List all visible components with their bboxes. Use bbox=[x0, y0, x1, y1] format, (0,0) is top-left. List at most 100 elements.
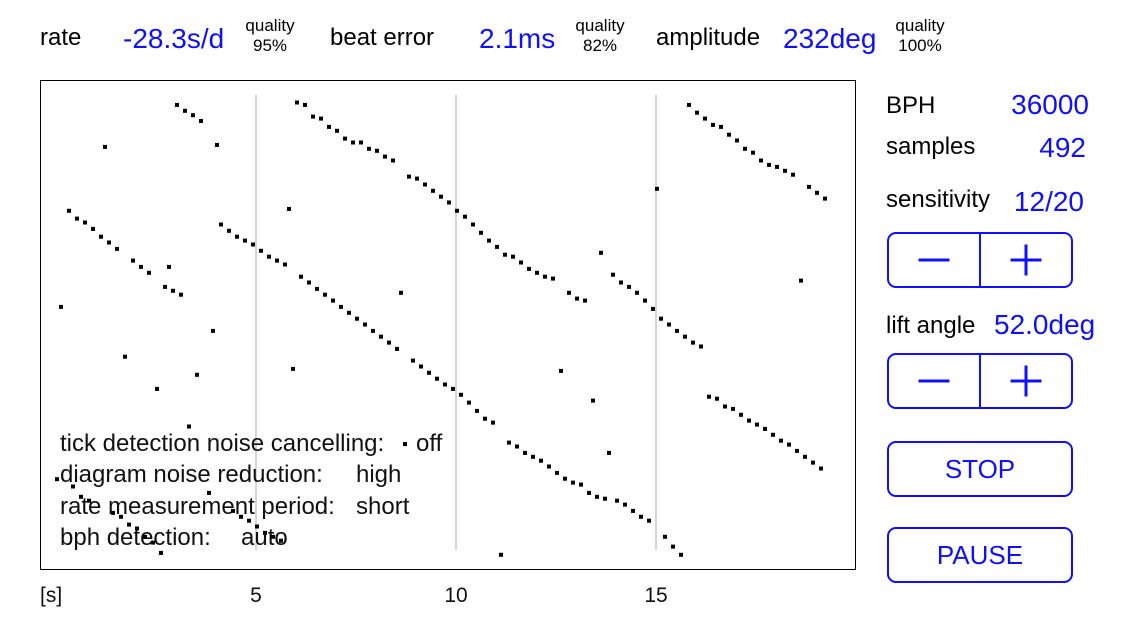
data-point bbox=[399, 290, 403, 295]
stop-button[interactable]: STOP bbox=[887, 441, 1073, 497]
data-point bbox=[483, 416, 487, 421]
data-point bbox=[787, 442, 791, 447]
data-point bbox=[659, 316, 663, 321]
data-point bbox=[759, 158, 763, 163]
data-points-layer bbox=[55, 100, 827, 557]
data-point bbox=[747, 418, 751, 423]
data-point bbox=[255, 524, 259, 529]
data-point bbox=[491, 420, 495, 425]
data-point bbox=[671, 544, 675, 549]
lift-angle-value: 52.0deg bbox=[994, 309, 1096, 340]
data-point bbox=[803, 454, 807, 459]
amplitude-value: 232deg bbox=[783, 23, 877, 54]
data-point bbox=[415, 176, 419, 181]
data-point bbox=[107, 240, 111, 245]
data-point bbox=[711, 122, 715, 127]
data-point bbox=[683, 334, 687, 339]
bph-value: 36000 bbox=[1011, 89, 1089, 120]
lift-angle-decrease-button[interactable] bbox=[889, 355, 979, 407]
data-point bbox=[807, 184, 811, 189]
data-point bbox=[431, 188, 435, 193]
data-point bbox=[167, 264, 171, 269]
data-point bbox=[67, 208, 71, 213]
data-point bbox=[503, 252, 507, 257]
plus-icon bbox=[1010, 365, 1042, 397]
data-point bbox=[395, 346, 399, 351]
rate-quality-label: quality bbox=[245, 16, 295, 35]
data-point bbox=[583, 298, 587, 303]
rate-value: -28.3s/d bbox=[123, 23, 225, 54]
bph-label: BPH bbox=[886, 92, 936, 119]
beat-error-value: 2.1ms bbox=[479, 23, 556, 54]
rate-quality-value: 95% bbox=[252, 36, 288, 55]
data-point bbox=[499, 552, 503, 557]
data-point bbox=[343, 136, 347, 141]
data-point bbox=[239, 514, 243, 519]
plus-icon bbox=[1010, 244, 1042, 276]
data-point bbox=[243, 238, 247, 243]
data-point bbox=[767, 162, 771, 167]
data-point bbox=[667, 322, 671, 327]
setting-value-bph-detection: auto bbox=[241, 524, 288, 551]
minus-icon bbox=[918, 379, 950, 383]
data-point bbox=[79, 494, 83, 499]
data-point bbox=[539, 458, 543, 463]
grid-layer bbox=[255, 95, 657, 550]
data-point bbox=[435, 376, 439, 381]
data-point bbox=[347, 310, 351, 315]
data-point bbox=[487, 238, 491, 243]
data-point bbox=[523, 450, 527, 455]
data-point bbox=[551, 276, 555, 281]
data-point bbox=[191, 113, 195, 118]
data-point bbox=[327, 124, 331, 129]
lift-angle-stepper bbox=[887, 353, 1073, 409]
lift-angle-increase-button[interactable] bbox=[979, 355, 1071, 407]
data-point bbox=[603, 496, 607, 501]
beat-error-label: beat error bbox=[330, 24, 435, 51]
sensitivity-label: sensitivity bbox=[886, 186, 991, 213]
data-point bbox=[315, 286, 319, 291]
sensitivity-increase-button[interactable] bbox=[979, 234, 1071, 286]
data-point bbox=[635, 290, 639, 295]
data-point bbox=[615, 498, 619, 503]
data-point bbox=[211, 328, 215, 333]
data-point bbox=[159, 550, 163, 555]
data-point bbox=[663, 534, 667, 539]
data-point bbox=[183, 108, 187, 113]
data-point bbox=[779, 438, 783, 443]
data-point bbox=[731, 406, 735, 411]
data-point bbox=[247, 518, 251, 523]
data-point bbox=[375, 148, 379, 153]
data-point bbox=[279, 538, 283, 543]
data-point bbox=[83, 220, 87, 225]
samples-label: samples bbox=[886, 133, 976, 160]
data-point bbox=[723, 404, 727, 409]
beat-error-quality-value: 82% bbox=[582, 36, 618, 55]
data-point bbox=[319, 116, 323, 121]
data-point bbox=[99, 234, 103, 239]
data-point bbox=[675, 328, 679, 333]
amplitude-label: amplitude bbox=[656, 24, 761, 51]
data-point bbox=[751, 150, 755, 155]
data-point bbox=[91, 226, 95, 231]
sensitivity-decrease-button[interactable] bbox=[889, 234, 979, 286]
data-point bbox=[455, 208, 459, 213]
data-point bbox=[519, 260, 523, 265]
data-point bbox=[339, 304, 343, 309]
diagram-settings-overlay: tick detection noise cancelling: off dia… bbox=[41, 81, 855, 569]
data-point bbox=[619, 280, 623, 285]
data-point bbox=[439, 194, 443, 199]
data-point bbox=[739, 412, 743, 417]
data-point bbox=[707, 394, 711, 399]
data-point bbox=[647, 518, 651, 523]
data-point bbox=[367, 146, 371, 151]
data-point bbox=[355, 316, 359, 321]
data-point bbox=[131, 258, 135, 263]
data-point bbox=[763, 426, 767, 431]
data-point bbox=[199, 119, 203, 123]
beat-error-quality-label: quality bbox=[575, 16, 625, 35]
pause-button[interactable]: PAUSE bbox=[887, 527, 1073, 583]
data-point bbox=[515, 444, 519, 449]
data-point bbox=[567, 290, 571, 295]
data-point bbox=[423, 182, 427, 187]
